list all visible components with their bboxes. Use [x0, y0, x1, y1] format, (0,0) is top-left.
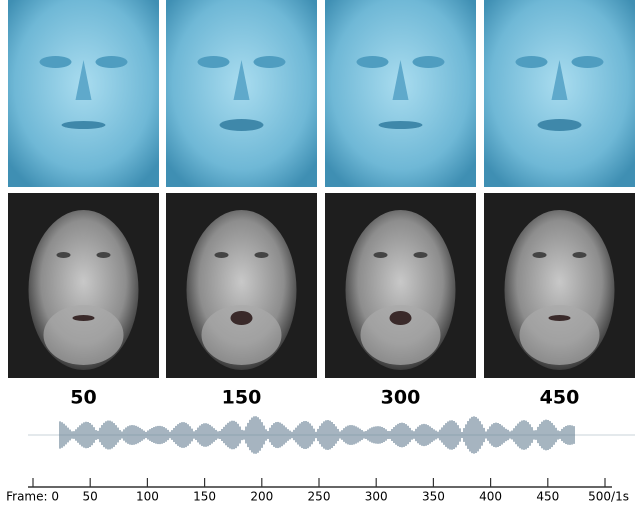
photo-eye: [413, 252, 428, 258]
timeline: Frame: 0 50 100 150 200 250 300 350 400 450 500/1s: [6, 478, 629, 504]
tick-label: 250: [308, 490, 331, 504]
tick-label: 100: [136, 490, 159, 504]
mesh-mouth: [219, 119, 264, 131]
tick-label: 50: [83, 490, 98, 504]
tick-label: 300: [365, 490, 388, 504]
mesh-mouth: [61, 121, 106, 129]
mesh-eye: [253, 56, 286, 68]
photo-mouth: [548, 315, 571, 321]
photo-beard: [43, 305, 124, 365]
frame-label: 450: [540, 387, 580, 409]
mesh-nose: [392, 60, 409, 100]
mesh-eye: [571, 56, 604, 68]
photo-eye: [572, 252, 587, 258]
tick-label: 200: [250, 490, 273, 504]
photo-eye: [56, 252, 71, 258]
mesh-mouth: [378, 121, 423, 129]
tick-label: 350: [422, 490, 445, 504]
photo-eye: [373, 252, 388, 258]
frame-label: 300: [381, 387, 421, 409]
tick-label: 400: [479, 490, 502, 504]
photo-eye: [214, 252, 229, 258]
frame-label: 150: [222, 387, 262, 409]
mesh-eye: [412, 56, 445, 68]
photo-beard: [519, 305, 600, 365]
tick-label: 500/1s: [588, 490, 629, 504]
photo-beard: [360, 305, 441, 365]
mesh-eye: [515, 56, 548, 68]
photo-beard: [201, 305, 282, 365]
photo-eye: [96, 252, 111, 258]
photo-mouth: [389, 311, 412, 325]
waveform: [28, 416, 635, 454]
tick-label: Frame: 0: [6, 490, 59, 504]
mesh-nose: [551, 60, 568, 100]
mesh-nose: [233, 60, 250, 100]
photo-mouth: [72, 315, 95, 321]
photo-eye: [254, 252, 269, 258]
photo-eye: [532, 252, 547, 258]
mesh-mouth: [537, 119, 582, 131]
tick-label: 450: [536, 490, 559, 504]
panels: 50 150 300 450: [8, 0, 635, 409]
mesh-eye: [197, 56, 230, 68]
mesh-eye: [39, 56, 72, 68]
frame-label: 50: [70, 387, 96, 409]
mesh-eye: [356, 56, 389, 68]
tick-label: 150: [193, 490, 216, 504]
mesh-eye: [95, 56, 128, 68]
mesh-nose: [75, 60, 92, 100]
photo-mouth: [230, 311, 253, 325]
